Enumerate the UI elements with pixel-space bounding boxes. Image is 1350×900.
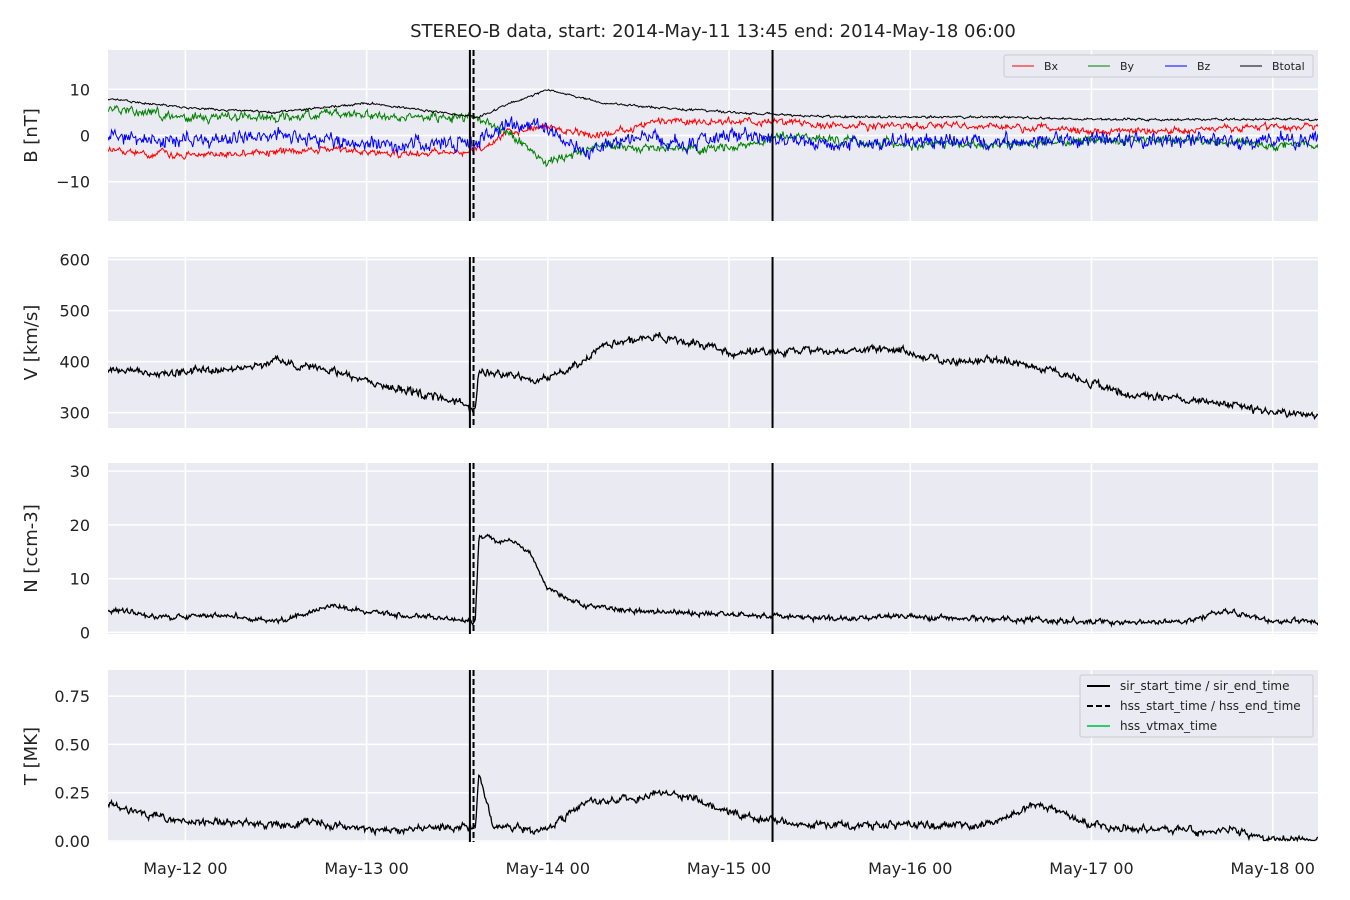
panel-N: 0 10 20 30 N [ccm-3] bbox=[21, 462, 1318, 642]
series-group-V bbox=[108, 332, 1318, 420]
y-axis-label: B [nT] bbox=[21, 108, 42, 163]
y-axis-label: V [km/s] bbox=[21, 305, 42, 380]
legend-box bbox=[1003, 54, 1314, 78]
series-line-T bbox=[108, 774, 1318, 842]
y-tick-label: 600 bbox=[59, 251, 90, 270]
panel-background-V bbox=[108, 257, 1318, 428]
panel-B: −10 0 10 B [nT] Bx By Bz Btotal bbox=[21, 50, 1318, 221]
y-tick-label: 0 bbox=[80, 623, 90, 642]
y-axis-label: T [MK] bbox=[21, 727, 42, 786]
y-axis-label: N [ccm-3] bbox=[21, 504, 42, 593]
y-tick-label: 400 bbox=[59, 353, 90, 372]
y-tick-label: 500 bbox=[59, 302, 90, 321]
y-tick-label: 10 bbox=[70, 80, 90, 99]
legend-label-Bz: Bz bbox=[1197, 60, 1211, 73]
y-tick-label: 0.25 bbox=[54, 784, 90, 803]
x-tick-label: May-16 00 bbox=[868, 859, 952, 878]
series-group-B bbox=[108, 88, 1318, 168]
legend-label-0: sir_start_time / sir_end_time bbox=[1120, 679, 1290, 693]
series-line-Bx bbox=[108, 116, 1318, 161]
series-line-Bz bbox=[108, 116, 1318, 160]
x-tick-label: May-12 00 bbox=[143, 859, 227, 878]
panel-background-N bbox=[108, 463, 1318, 634]
legend-t: sir_start_time / sir_end_time hss_start_t… bbox=[1079, 674, 1314, 738]
legend-b: Bx By Bz Btotal bbox=[1003, 54, 1314, 78]
y-tick-label: 0 bbox=[80, 127, 90, 146]
legend-box bbox=[1079, 674, 1314, 738]
y-tick-label: 0.00 bbox=[54, 832, 90, 851]
series-group-N bbox=[108, 533, 1318, 628]
x-tick-label: May-13 00 bbox=[324, 859, 408, 878]
panel-V: 300 400 500 600 V [km/s] bbox=[21, 251, 1318, 428]
series-line-N bbox=[108, 533, 1318, 628]
y-tick-label: 300 bbox=[59, 404, 90, 423]
legend-label-By: By bbox=[1120, 60, 1135, 73]
x-tick-label: May-17 00 bbox=[1049, 859, 1133, 878]
legend-label-2: hss_vtmax_time bbox=[1120, 719, 1217, 733]
legend-label-Bx: Bx bbox=[1044, 60, 1059, 73]
x-tick-label: May-15 00 bbox=[687, 859, 771, 878]
y-tick-label: 30 bbox=[70, 462, 90, 481]
y-tick-label: 0.75 bbox=[54, 687, 90, 706]
x-axis: May-12 00 May-13 00 May-14 00 May-15 00 May-… bbox=[143, 859, 1315, 878]
legend-label-Btotal: Btotal bbox=[1272, 60, 1305, 73]
y-tick-label: 10 bbox=[70, 570, 90, 589]
y-tick-label: −10 bbox=[56, 173, 90, 192]
x-tick-label: May-18 00 bbox=[1231, 859, 1315, 878]
legend-label-1: hss_start_time / hss_end_time bbox=[1120, 699, 1301, 713]
panel-T: 0.00 0.25 0.50 0.75 T [MK] sir_start_time / s… bbox=[21, 670, 1318, 851]
series-group-T bbox=[108, 774, 1318, 842]
series-line-Btotal bbox=[108, 88, 1318, 122]
series-line-V bbox=[108, 332, 1318, 420]
y-tick-label: 20 bbox=[70, 516, 90, 535]
y-tick-label: 0.50 bbox=[54, 735, 90, 754]
figure-title: STEREO-B data, start: 2014-May-11 13:45 … bbox=[410, 21, 1016, 42]
x-tick-label: May-14 00 bbox=[506, 859, 590, 878]
